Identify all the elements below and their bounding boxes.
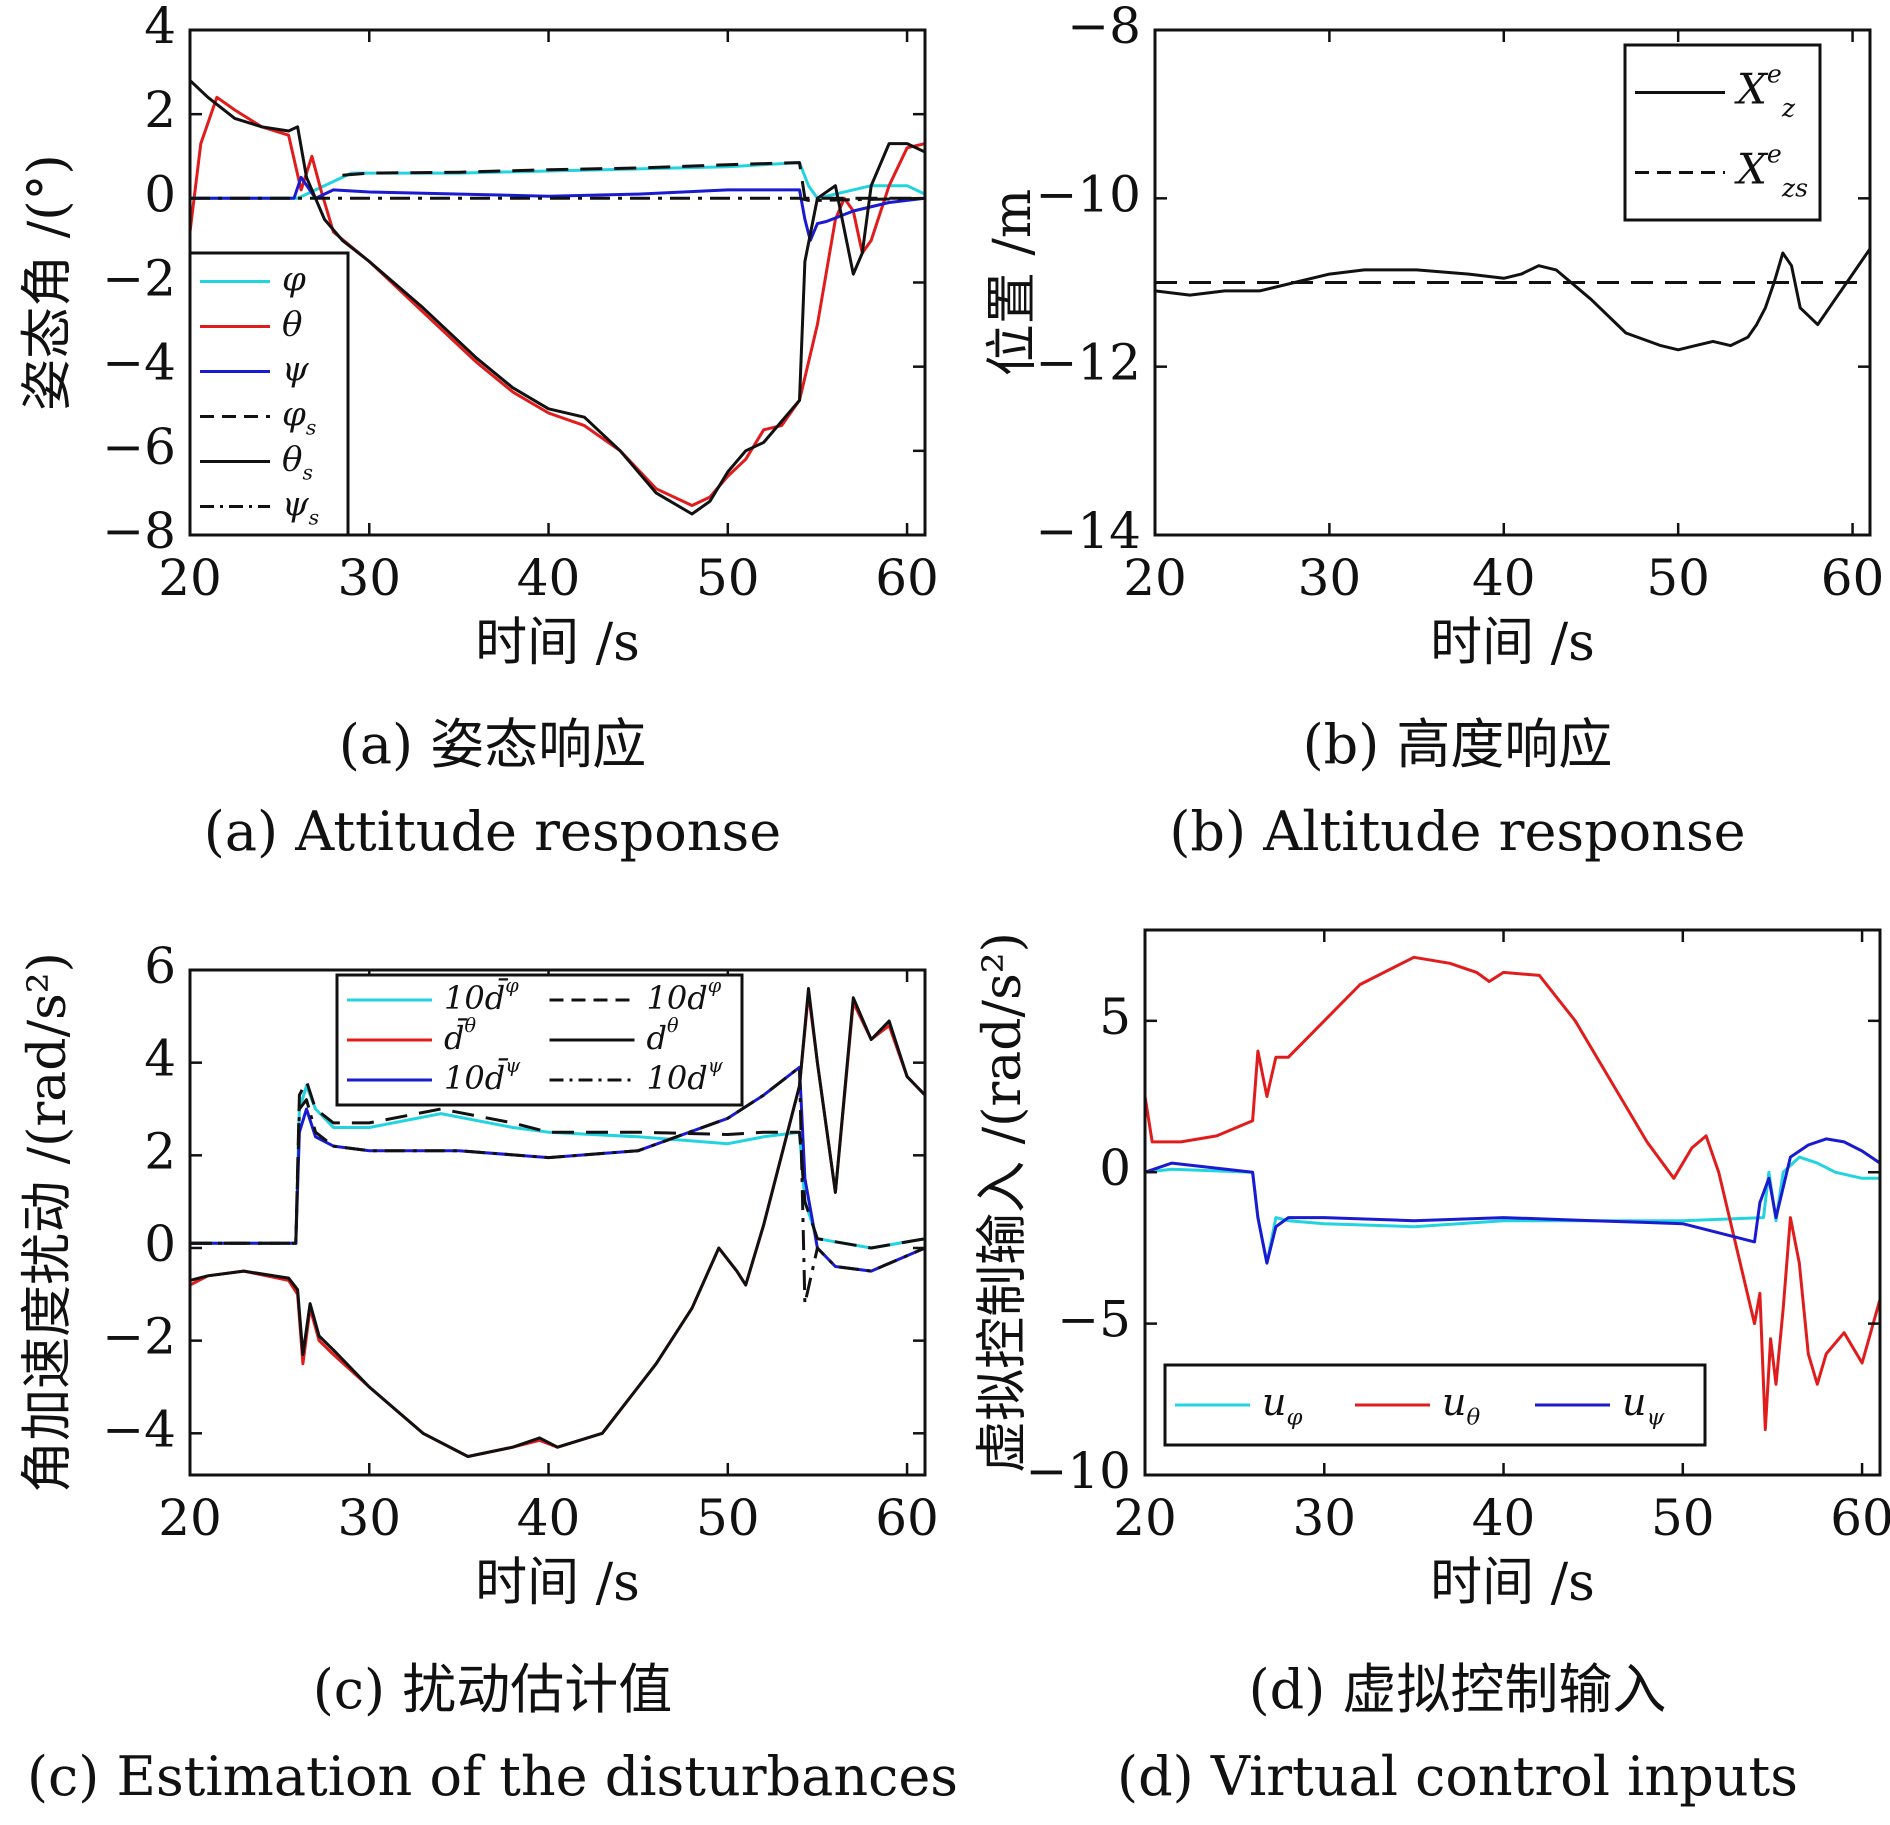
xtick-label-d: 30 bbox=[1292, 1489, 1356, 1547]
xtick-label-c: 30 bbox=[337, 1489, 401, 1547]
caption-c-en: (c) Estimation of the disturbances bbox=[26, 1745, 959, 1808]
legend-label-a-3: φs bbox=[282, 395, 316, 439]
xlabel-c: 时间 /s bbox=[475, 1553, 640, 1613]
xlabel-b: 时间 /s bbox=[1430, 613, 1595, 673]
legend-label-c-2: 10d̄ψ bbox=[444, 1054, 521, 1096]
ytick-label-a: −2 bbox=[102, 250, 176, 308]
ytick-label-d: 5 bbox=[1099, 988, 1131, 1046]
xlabel-d: 时间 /s bbox=[1430, 1553, 1595, 1613]
chart-b: 20 30 40 50 60 −14 −12 −10 −8 时间 /s 位置 /m Xez Xezs bbox=[983, 0, 1884, 673]
series-c-5 bbox=[190, 1065, 925, 1306]
ytick-label-c: 2 bbox=[144, 1122, 176, 1180]
ylabel-b: 位置 /m bbox=[983, 189, 1043, 376]
ytick-label-c: −4 bbox=[102, 1400, 176, 1458]
plot-frame-c bbox=[188, 968, 927, 1477]
legend-label-a-4: θs bbox=[282, 440, 313, 484]
legend-b: Xez Xezs bbox=[1623, 43, 1822, 222]
caption-a-en: (a) Attitude response bbox=[203, 800, 782, 863]
xtick-label-d: 60 bbox=[1830, 1489, 1890, 1547]
ytick-label-b: −10 bbox=[1035, 165, 1141, 223]
series-a-5 bbox=[190, 196, 925, 202]
xtick-label-b: 60 bbox=[1821, 549, 1885, 607]
legend-label-c-4: dθ bbox=[647, 1014, 679, 1056]
ytick-label-c: 4 bbox=[144, 1030, 176, 1088]
ytick-label-a: 0 bbox=[144, 165, 176, 223]
xtick-label-d: 40 bbox=[1472, 1489, 1536, 1547]
plot-frame-b bbox=[1153, 28, 1872, 537]
xtick-label-a: 40 bbox=[517, 549, 581, 607]
xtick-label-b: 30 bbox=[1298, 549, 1362, 607]
caption-d-cn: (d) 虚拟控制输入 bbox=[1248, 1658, 1667, 1721]
ylabel-c: 角加速度扰动 /(rad/s²) bbox=[18, 952, 78, 1493]
series-d-0 bbox=[1145, 1155, 1880, 1265]
legend-label-d-2: uψ bbox=[1622, 1380, 1665, 1431]
ylabel-d: 虚拟控制输入 /(rad/s²) bbox=[973, 932, 1033, 1473]
caption-c-cn: (c) 扰动估计值 bbox=[312, 1658, 673, 1721]
legend-label-c-3: 10dφ bbox=[647, 974, 722, 1016]
ytick-label-d: 0 bbox=[1099, 1139, 1131, 1197]
legend-label-c-0: 10d̄φ bbox=[444, 974, 519, 1016]
legend-label-c-5: 10dψ bbox=[647, 1054, 724, 1096]
plot-frame-d bbox=[1143, 928, 1882, 1477]
ytick-label-a: −8 bbox=[102, 502, 176, 560]
series-b-0 bbox=[1155, 247, 1870, 352]
xtick-label-c: 40 bbox=[517, 1489, 581, 1547]
series-a-3 bbox=[342, 161, 925, 200]
ytick-label-c: 6 bbox=[144, 937, 176, 995]
legend-label-a-2: ψ bbox=[282, 350, 309, 390]
ytick-label-b: −12 bbox=[1035, 334, 1141, 392]
chart-a: 20 30 40 50 60 −8 −6 −4 −2 0 2 4 时间 /s 姿态角 /(°) φθψ φsθ… bbox=[18, 0, 939, 673]
legend-label-a-1: θ bbox=[282, 305, 302, 345]
legend-label-d-1: uθ bbox=[1442, 1380, 1480, 1431]
xtick-label-d: 20 bbox=[1113, 1489, 1177, 1547]
chart-c: 20 30 40 50 60 −4 −2 0 2 4 6 时间 /s 角加速度扰动 /(rad/s²) 1… bbox=[18, 937, 939, 1613]
xtick-label-a: 30 bbox=[337, 549, 401, 607]
xtick-label-b: 20 bbox=[1123, 549, 1187, 607]
ytick-label-c: −2 bbox=[102, 1308, 176, 1366]
series-a-2 bbox=[190, 175, 925, 242]
legend-label-d-0: uφ bbox=[1262, 1380, 1302, 1431]
caption-b-cn: (b) 高度响应 bbox=[1302, 713, 1613, 776]
ytick-label-a: 2 bbox=[144, 81, 176, 139]
series-a-4 bbox=[190, 79, 925, 516]
ytick-label-a: −6 bbox=[102, 418, 176, 476]
caption-a-cn: (a) 姿态响应 bbox=[338, 713, 647, 776]
legend-label-a-0: φ bbox=[282, 260, 306, 300]
ylabel-a: 姿态角 /(°) bbox=[18, 154, 78, 411]
ytick-label-b: −8 bbox=[1067, 0, 1141, 55]
xtick-label-c: 50 bbox=[696, 1489, 760, 1547]
ytick-label-d: −5 bbox=[1057, 1291, 1131, 1349]
xtick-label-c: 60 bbox=[875, 1489, 939, 1547]
caption-b-en: (b) Altitude response bbox=[1169, 800, 1746, 863]
xtick-label-d: 50 bbox=[1651, 1489, 1715, 1547]
series-d-2 bbox=[1145, 1137, 1880, 1265]
legend-label-b-1: Xezs bbox=[1734, 140, 1808, 203]
caption-d-en: (d) Virtual control inputs bbox=[1117, 1745, 1798, 1808]
ytick-label-a: −4 bbox=[102, 334, 176, 392]
ytick-label-d: −10 bbox=[1025, 1442, 1131, 1500]
xtick-label-a: 50 bbox=[696, 549, 760, 607]
series-c-4 bbox=[190, 987, 925, 1458]
ytick-label-a: 4 bbox=[144, 0, 176, 55]
xtick-label-a: 60 bbox=[875, 549, 939, 607]
xtick-label-b: 50 bbox=[1646, 549, 1710, 607]
legend-label-b-0: Xez bbox=[1734, 60, 1796, 123]
legend-label-c-1: d̄θ bbox=[444, 1014, 476, 1056]
xtick-label-b: 40 bbox=[1472, 549, 1536, 607]
legend-d: uφ uθ uψ bbox=[1163, 1363, 1707, 1447]
chart-d: 20 30 40 50 60 −10 −5 0 5 时间 /s 虚拟控制输入 /(rad/s²) uφ… bbox=[973, 928, 1890, 1613]
xlabel-a: 时间 /s bbox=[475, 613, 640, 673]
series-d-1 bbox=[1145, 955, 1880, 1432]
xtick-label-a: 20 bbox=[158, 549, 222, 607]
series-c-3 bbox=[190, 1079, 925, 1250]
legend-label-a-5: ψs bbox=[282, 485, 319, 529]
xtick-label-c: 20 bbox=[158, 1489, 222, 1547]
ytick-label-b: −14 bbox=[1035, 502, 1141, 560]
ytick-label-c: 0 bbox=[144, 1215, 176, 1273]
